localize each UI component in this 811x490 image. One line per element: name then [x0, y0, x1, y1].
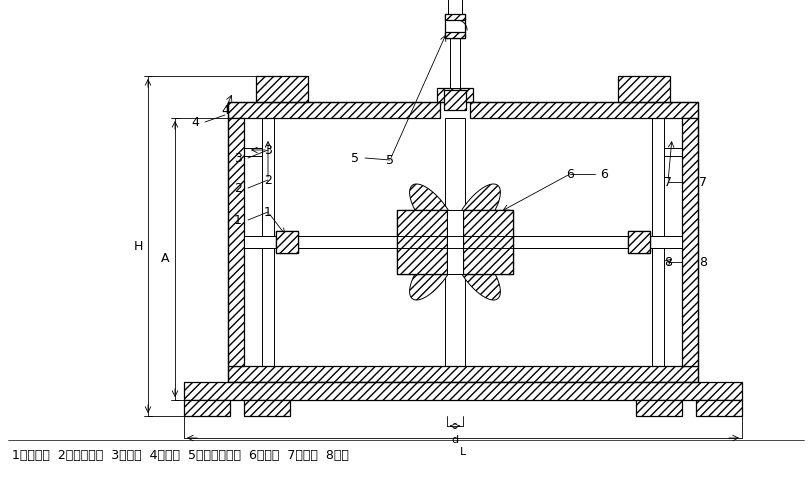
Text: A: A	[161, 252, 169, 266]
Bar	[255, 76, 307, 102]
Bar	[228, 366, 697, 382]
Polygon shape	[409, 184, 457, 243]
Text: d: d	[451, 435, 458, 445]
Text: L: L	[459, 447, 466, 457]
Bar	[446, 210, 462, 274]
Bar	[444, 14, 465, 38]
Text: 7: 7	[698, 175, 706, 189]
Polygon shape	[409, 242, 457, 300]
Bar	[449, 38, 460, 88]
Bar	[470, 102, 697, 118]
Polygon shape	[453, 242, 500, 300]
Bar	[184, 382, 741, 400]
Text: 3: 3	[264, 144, 272, 156]
Bar	[446, 210, 462, 274]
Text: 8: 8	[698, 255, 706, 269]
Bar	[228, 102, 697, 382]
Bar	[462, 210, 513, 274]
Bar	[695, 400, 741, 416]
Text: 1: 1	[264, 205, 272, 219]
Text: 6: 6	[565, 168, 573, 180]
Bar	[444, 90, 466, 110]
Text: 7: 7	[663, 175, 672, 189]
Bar	[276, 231, 298, 253]
Bar	[462, 210, 513, 274]
Bar	[397, 210, 446, 274]
Text: 8: 8	[663, 255, 672, 269]
Bar	[184, 400, 230, 416]
Bar	[243, 236, 681, 248]
Bar	[617, 76, 669, 102]
Bar	[397, 210, 446, 274]
Bar	[681, 118, 697, 366]
Text: 5: 5	[350, 151, 358, 165]
Text: 1．球轴承  2．前导向件  3．涨圈  4．壳体  5．前置放大器  6．叶轮  7．轴承  8．轴: 1．球轴承 2．前导向件 3．涨圈 4．壳体 5．前置放大器 6．叶轮 7．轴承…	[12, 448, 349, 462]
Bar	[243, 400, 290, 416]
Text: 3: 3	[234, 151, 242, 165]
Bar	[228, 102, 440, 118]
Bar	[444, 118, 465, 366]
Text: 2: 2	[234, 181, 242, 195]
Polygon shape	[453, 184, 500, 243]
Text: 6: 6	[599, 168, 607, 180]
Text: H: H	[133, 240, 143, 252]
Bar	[627, 231, 649, 253]
Text: 2: 2	[264, 173, 272, 187]
Bar	[262, 118, 273, 366]
Bar	[444, 32, 465, 38]
Text: 4: 4	[191, 116, 199, 128]
Bar	[243, 236, 681, 248]
Bar	[276, 231, 298, 253]
Text: 5: 5	[385, 153, 393, 167]
Bar	[444, 14, 465, 20]
Text: 4: 4	[221, 103, 229, 117]
Bar	[228, 118, 243, 366]
Bar	[436, 88, 473, 102]
Bar	[448, 0, 461, 14]
Bar	[627, 231, 649, 253]
Text: 1: 1	[234, 214, 242, 226]
Bar	[635, 400, 681, 416]
Bar	[651, 118, 663, 366]
